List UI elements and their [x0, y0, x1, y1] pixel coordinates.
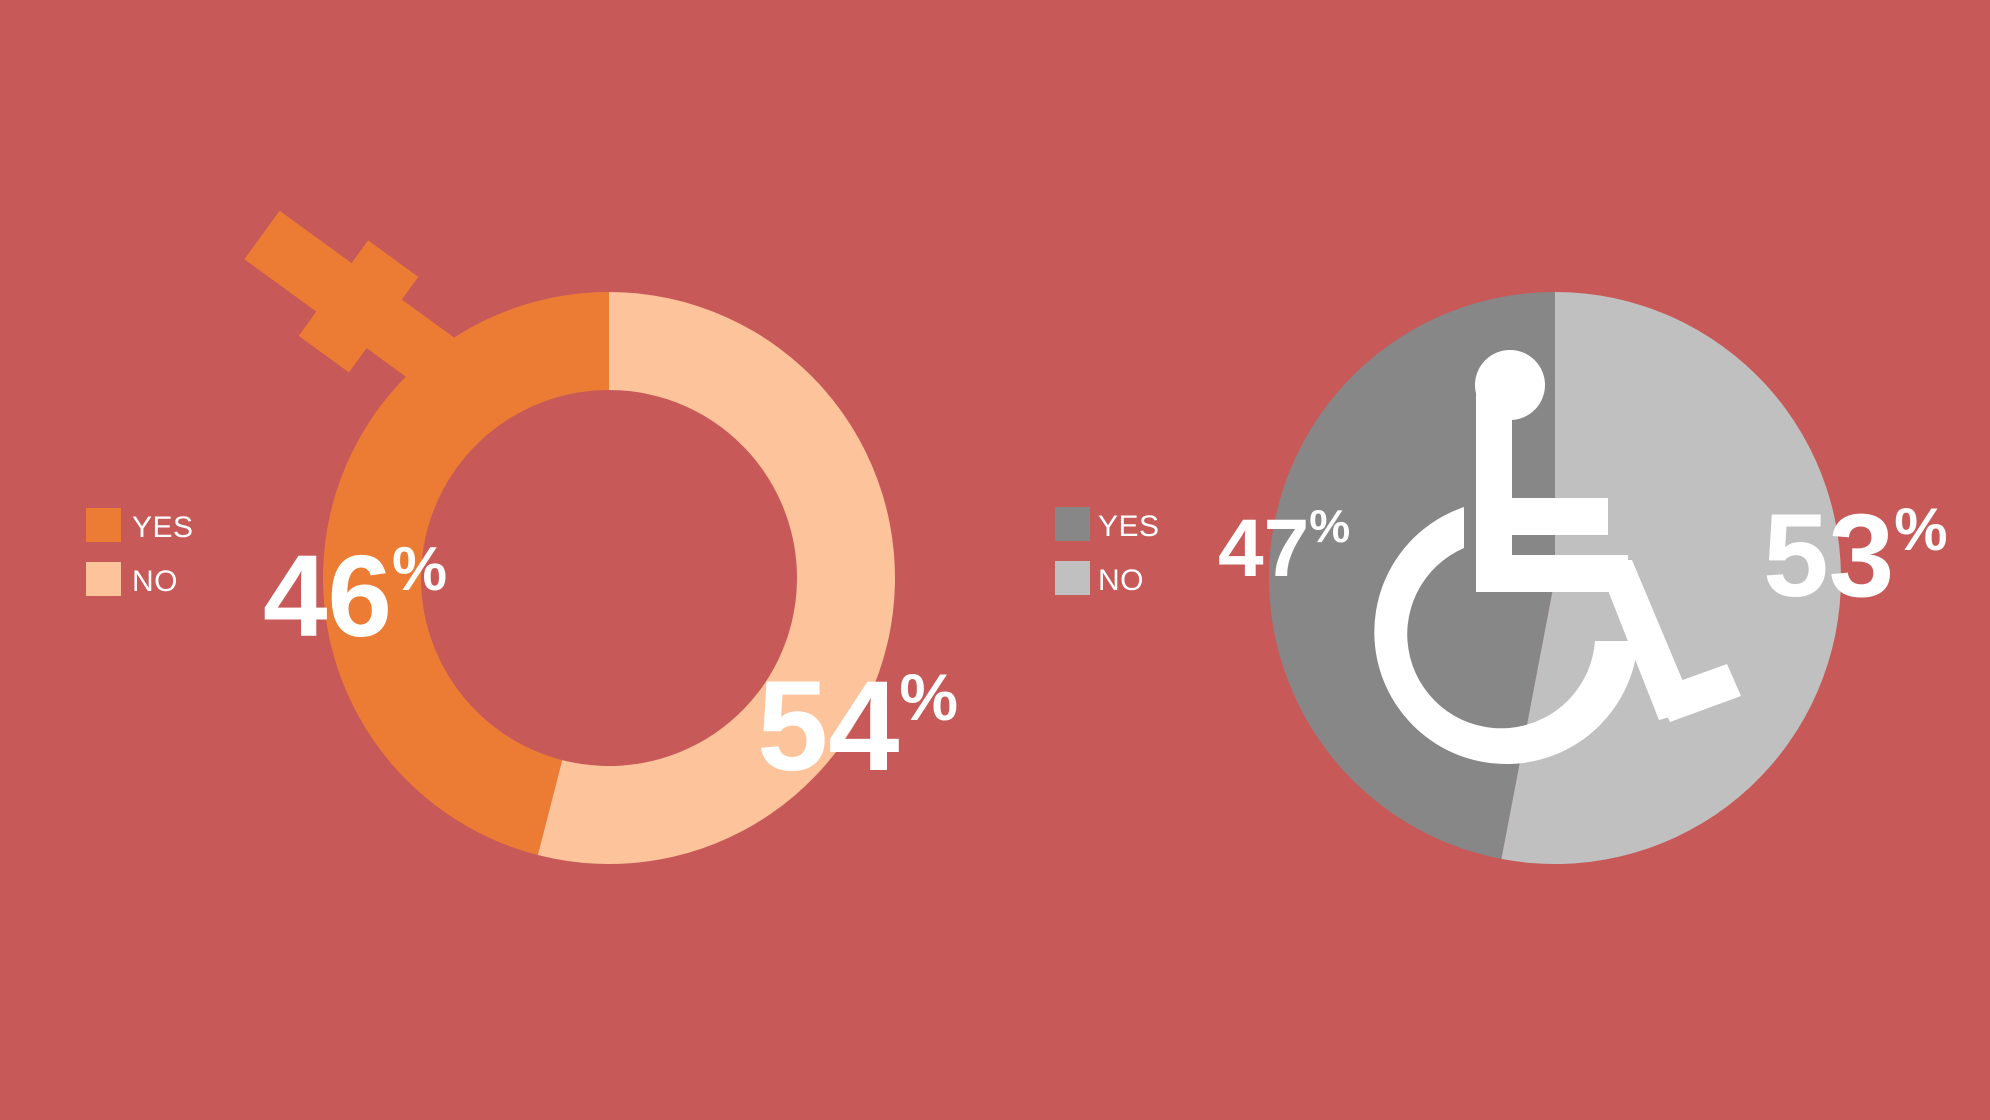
legend-label-no: NO: [132, 565, 178, 598]
slice-no: [537, 292, 896, 864]
legend-label-no: NO: [1098, 564, 1144, 597]
donut-slices: [323, 292, 896, 864]
no-percent-value: 54: [757, 655, 899, 798]
legend-label-yes: YES: [132, 511, 194, 544]
legend-swatch-no: [86, 562, 121, 596]
yes-percent-value: 47: [1218, 503, 1309, 594]
no-percent-value: 53: [1763, 490, 1894, 622]
legend-swatch-no: [1055, 561, 1090, 595]
yes-percent-label: 46%: [263, 531, 447, 661]
no-percent-label: 53%: [1763, 490, 1948, 622]
no-percent-unit: %: [1894, 496, 1947, 563]
legend-swatch-yes: [1055, 507, 1090, 541]
no-percent-unit: %: [899, 660, 958, 734]
chart-1: YES NO 46% 54%: [86, 210, 958, 864]
legend-2: YES NO: [1055, 507, 1160, 597]
legend-1: YES NO: [86, 508, 194, 598]
chart-2: YES NO 47% 53%: [1055, 292, 1948, 865]
slice-yes: [323, 292, 609, 856]
yes-percent-unit: %: [392, 535, 447, 604]
legend-label-yes: YES: [1098, 510, 1160, 543]
legend-swatch-yes: [86, 508, 121, 542]
yes-percent-unit: %: [1309, 500, 1350, 552]
no-percent-label: 54%: [757, 655, 958, 798]
yes-percent-label: 47%: [1218, 500, 1350, 594]
wheelchair-icon: [1374, 350, 1741, 765]
yes-percent-value: 46: [263, 531, 392, 661]
female-symbol-icon: [244, 210, 474, 401]
